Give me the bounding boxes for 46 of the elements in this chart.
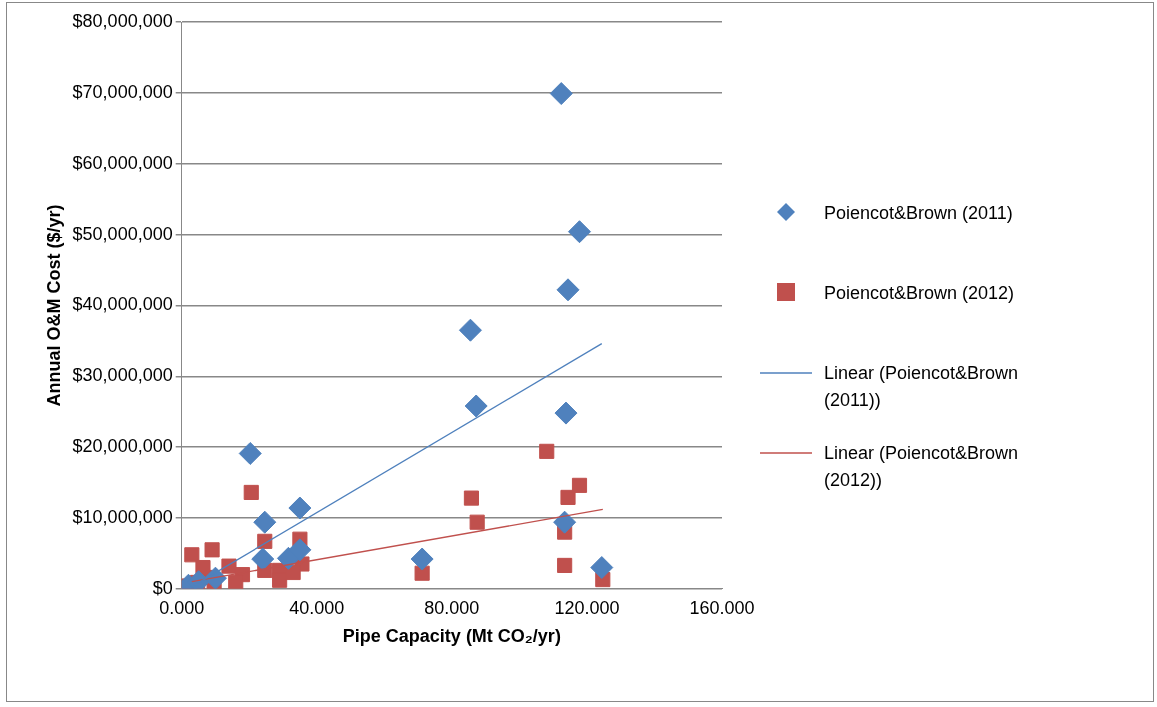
y-tick-label: $50,000,000	[72, 223, 173, 244]
x-tick-label: 120.000	[554, 597, 620, 618]
point	[554, 401, 578, 425]
point	[556, 278, 580, 302]
point	[288, 496, 312, 520]
point	[251, 547, 275, 571]
point	[568, 220, 591, 244]
point	[203, 566, 227, 589]
point	[228, 574, 244, 589]
y-tick-label: $0	[152, 577, 173, 598]
point	[464, 394, 488, 418]
point	[253, 510, 277, 534]
y-tick-label: $40,000,000	[72, 294, 173, 315]
legend-label: Linear (Poiencot&Brown (2011))	[824, 362, 1020, 412]
legend-label: Linear (Poiencot&Brown (2012))	[824, 442, 1020, 492]
point	[238, 441, 262, 465]
point	[204, 542, 220, 558]
y-tick-label: $80,000,000	[72, 10, 173, 31]
point	[560, 489, 576, 505]
point	[549, 82, 573, 106]
y-tick-label: $60,000,000	[72, 152, 173, 173]
y-tick-label: $10,000,000	[72, 506, 173, 527]
point	[590, 556, 614, 580]
y-tick-label: $30,000,000	[72, 365, 173, 386]
point	[539, 443, 555, 459]
point	[557, 557, 573, 573]
point	[458, 318, 482, 342]
point	[469, 514, 485, 530]
x-tick-label: 80.000	[424, 597, 480, 618]
point	[288, 538, 312, 562]
legend-label: Poiencot&Brown (2011)	[824, 202, 1014, 225]
y-tick-label: $20,000,000	[72, 436, 173, 457]
x-tick-label: 0.000	[159, 597, 205, 618]
point	[410, 547, 434, 571]
x-tick-label: 40.000	[289, 597, 345, 618]
x-tick-label: 160.000	[689, 597, 755, 618]
y-axis-title: Annual O&M Cost ($/yr)	[43, 204, 64, 407]
point	[184, 547, 200, 563]
legend-label: Poiencot&Brown (2012)	[824, 282, 1016, 305]
point	[285, 564, 301, 581]
point	[571, 477, 588, 493]
x-axis-title: Pipe Capacity (Mt CO₂/yr)	[342, 626, 561, 647]
point	[553, 510, 577, 534]
point	[243, 484, 259, 501]
y-tick-label: $70,000,000	[72, 81, 173, 102]
point	[463, 490, 480, 506]
